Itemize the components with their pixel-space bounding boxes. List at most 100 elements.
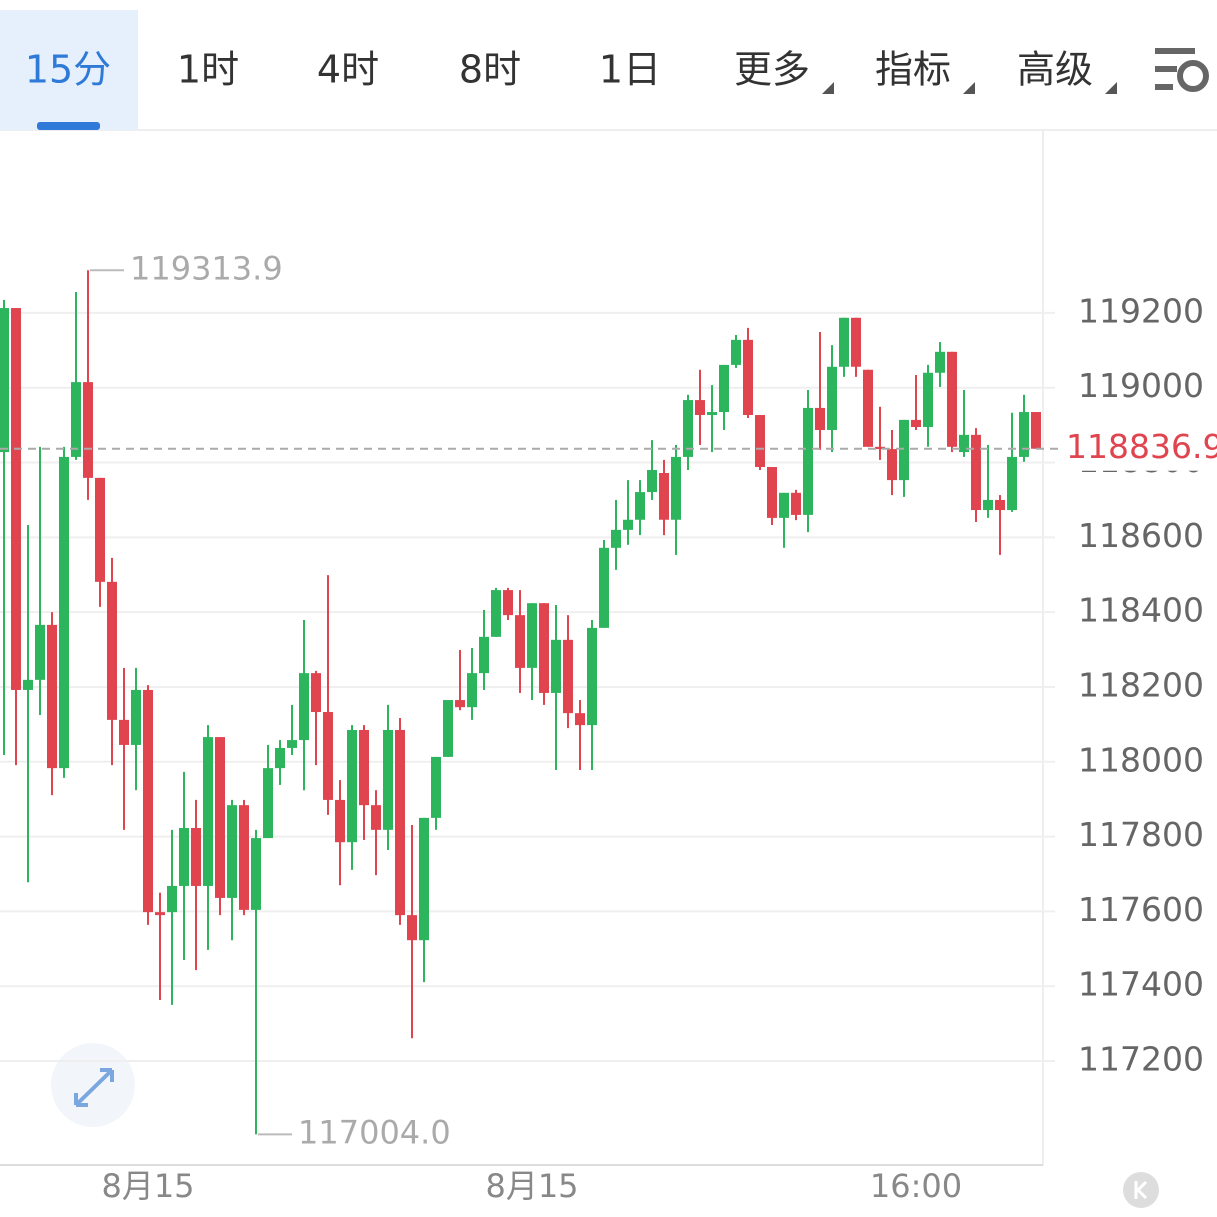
candle-body (251, 838, 261, 910)
candle-body (263, 768, 273, 839)
candle-body (791, 492, 801, 515)
candle-body (299, 673, 309, 741)
last-price-label: 118836.9 (1066, 427, 1217, 466)
candle-body (131, 689, 141, 745)
candle-body (647, 470, 657, 493)
last-price-bg (1062, 426, 1217, 471)
candle-body (227, 805, 237, 898)
candle-body (539, 603, 549, 693)
candle-body (971, 434, 981, 511)
candle-body (287, 740, 297, 748)
candle-body (215, 737, 225, 898)
candle-body (95, 477, 105, 582)
tab[interactable]: 4时 (317, 48, 379, 92)
candle-body (863, 369, 873, 447)
candle-body (527, 603, 537, 668)
candle-body (59, 456, 69, 769)
tab[interactable]: 15分 (25, 48, 111, 92)
candle-body (443, 700, 453, 757)
settings-icon[interactable] (1155, 48, 1209, 92)
x-tick-label: 8月15 (485, 1167, 578, 1205)
tab[interactable]: 更多 (734, 48, 810, 92)
dropdown-marker (822, 82, 834, 94)
candle-body (683, 400, 693, 457)
candle-body (851, 317, 861, 367)
candle-body (119, 719, 129, 745)
candle-body (503, 590, 513, 616)
collapse-bg (1123, 1172, 1159, 1208)
candle-body (275, 747, 285, 769)
candle-body (875, 446, 885, 450)
candle-body (779, 492, 789, 518)
expand-bg (51, 1043, 135, 1127)
candle-body (1007, 456, 1017, 511)
icon-gear (1177, 60, 1209, 92)
candle-body (899, 419, 909, 481)
tab[interactable]: 1时 (177, 48, 239, 92)
candle-body (47, 624, 57, 769)
collapse-button[interactable] (1123, 1172, 1159, 1208)
candle-body (707, 412, 717, 416)
candle-body (203, 737, 213, 886)
candle-body (335, 799, 345, 843)
candle-body (815, 407, 825, 430)
candle-body (887, 449, 897, 481)
candle-body (563, 639, 573, 714)
y-tick-label: 117600 (1078, 890, 1204, 929)
tab[interactable]: 8时 (459, 48, 521, 92)
candle-body (635, 492, 645, 520)
candle-body (755, 415, 765, 468)
candle-body (0, 308, 9, 453)
candle-body (983, 499, 993, 511)
candle-body (347, 729, 357, 843)
candle-body (23, 679, 33, 690)
candle-body (467, 673, 477, 708)
candle-body (827, 366, 837, 430)
candle-body (143, 689, 153, 913)
candle-body (659, 473, 669, 520)
y-tick-label: 118600 (1078, 516, 1204, 555)
candle-body (359, 729, 369, 806)
tab-indicator (37, 122, 100, 130)
tab[interactable]: 1日 (599, 48, 661, 92)
candle-body (83, 382, 93, 478)
candle-body (1031, 412, 1041, 449)
candle-body (947, 351, 957, 447)
candle-body (107, 581, 117, 720)
candle-body (611, 529, 621, 548)
candle-body (767, 467, 777, 518)
candle-body (383, 729, 393, 830)
candle-body (35, 624, 45, 680)
tab-selected-bg (0, 10, 138, 130)
candle-body (371, 805, 381, 830)
tab[interactable]: 高级 (1017, 48, 1093, 92)
candle-body (155, 912, 165, 916)
candle-body (71, 382, 81, 457)
candle-body (995, 499, 1005, 511)
expand-button[interactable] (51, 1043, 135, 1127)
candle-body (695, 400, 705, 416)
candle-body (431, 756, 441, 818)
candle-body (1019, 412, 1029, 457)
candle-body (671, 456, 681, 520)
collapse-icon (1134, 1180, 1148, 1200)
candle-body (179, 827, 189, 886)
candle-body (623, 519, 633, 530)
y-tick-label: 117800 (1078, 815, 1204, 854)
dropdown-marker (963, 82, 975, 94)
candle-body (419, 817, 429, 941)
tab[interactable]: 指标 (875, 48, 951, 92)
candle-body (935, 351, 945, 373)
candle-body (395, 729, 405, 916)
y-tick-label: 117200 (1078, 1040, 1204, 1079)
candle-body (311, 673, 321, 713)
candle-body (599, 547, 609, 628)
candle-body (959, 434, 969, 453)
candle-body (923, 372, 933, 427)
candle-body (455, 700, 465, 708)
candle-body (515, 615, 525, 668)
y-tick-label: 119200 (1078, 291, 1204, 330)
dropdown-marker (1105, 82, 1117, 94)
y-tick-label: 118000 (1078, 740, 1204, 779)
